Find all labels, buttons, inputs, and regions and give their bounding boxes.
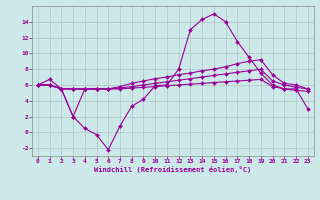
X-axis label: Windchill (Refroidissement éolien,°C): Windchill (Refroidissement éolien,°C) <box>94 166 252 173</box>
